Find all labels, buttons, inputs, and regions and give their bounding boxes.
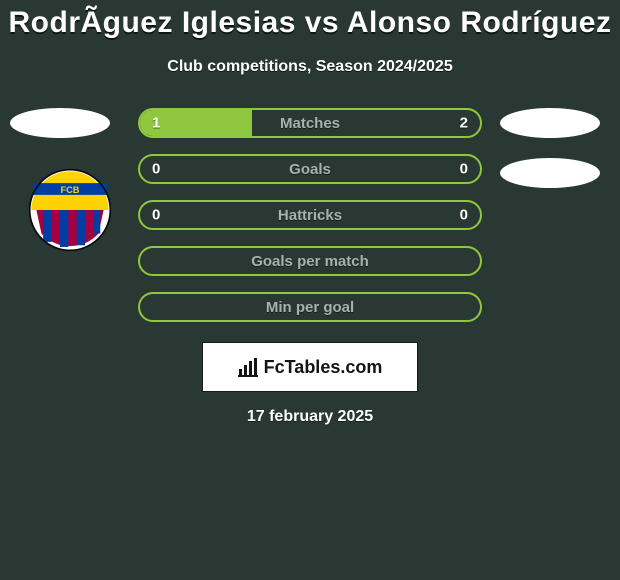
club-badge-fcb: FCB bbox=[28, 168, 112, 252]
page-title: RodrÃ­guez Iglesias vs Alonso Rodríguez bbox=[0, 6, 620, 40]
player-left-photo-placeholder bbox=[10, 108, 110, 138]
stat-value-left: 0 bbox=[152, 161, 160, 178]
subtitle: Club competitions, Season 2024/2025 bbox=[0, 58, 620, 76]
comparison-card: RodrÃ­guez Iglesias vs Alonso Rodríguez … bbox=[0, 0, 620, 580]
footer-logo-text: FcTables.com bbox=[264, 357, 383, 378]
stat-value-right: 2 bbox=[460, 115, 468, 132]
stat-label: Hattricks bbox=[278, 207, 342, 224]
stat-row-hattricks: 0 Hattricks 0 bbox=[138, 200, 482, 230]
svg-text:FCB: FCB bbox=[61, 185, 80, 195]
footer-date: 17 february 2025 bbox=[0, 408, 620, 426]
stats-area: FCB 1 Matches 2 0 Goals bbox=[0, 108, 620, 426]
stat-label: Goals bbox=[289, 161, 331, 178]
bar-chart-icon bbox=[238, 357, 258, 377]
stat-value-left: 0 bbox=[152, 207, 160, 224]
player-right-photo-placeholder-2 bbox=[500, 158, 600, 188]
stat-row-goals-per-match: Goals per match bbox=[138, 246, 482, 276]
stat-row-goals: 0 Goals 0 bbox=[138, 154, 482, 184]
player-right-photo-placeholder bbox=[500, 108, 600, 138]
stat-label: Min per goal bbox=[266, 299, 354, 316]
stat-value-right: 0 bbox=[460, 161, 468, 178]
stat-label: Matches bbox=[280, 115, 340, 132]
stat-label: Goals per match bbox=[251, 253, 369, 270]
stat-value-right: 0 bbox=[460, 207, 468, 224]
stat-value-left: 1 bbox=[152, 115, 160, 132]
footer-logo-box[interactable]: FcTables.com bbox=[202, 342, 418, 392]
stat-row-matches: 1 Matches 2 bbox=[138, 108, 482, 138]
stat-rows: 1 Matches 2 0 Goals 0 0 Hattricks 0 bbox=[138, 108, 482, 322]
stat-row-min-per-goal: Min per goal bbox=[138, 292, 482, 322]
